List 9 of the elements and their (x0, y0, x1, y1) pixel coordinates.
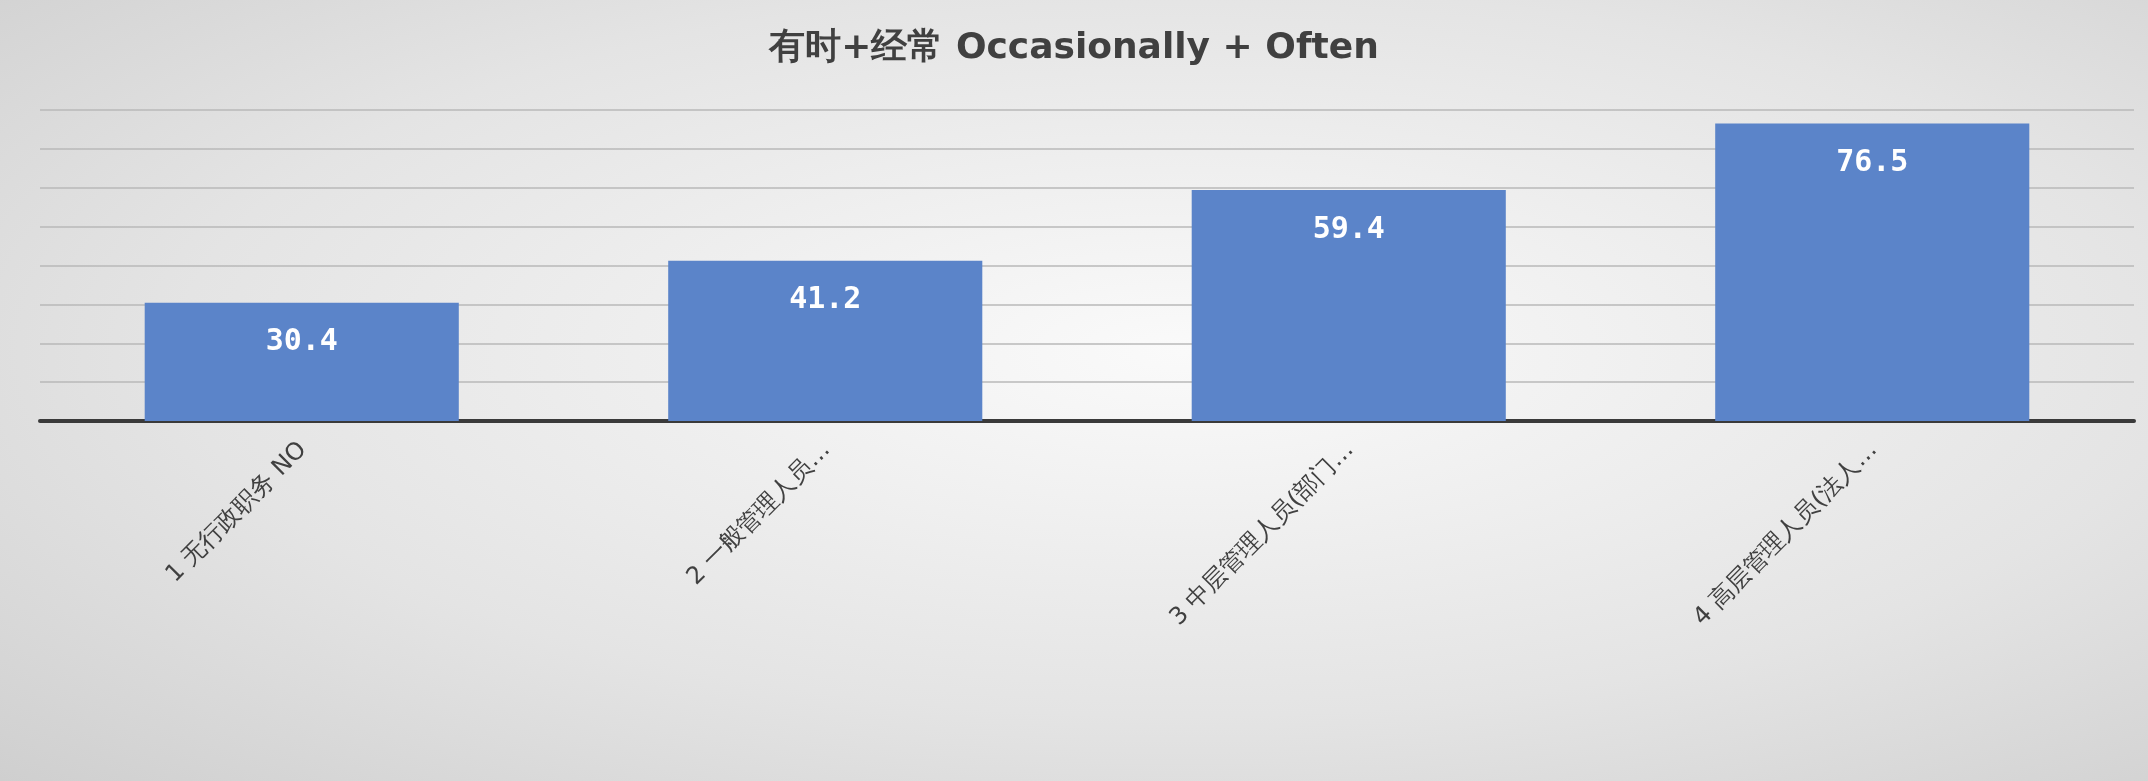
x-tick-label: 4 高层管理人员(法人… (1686, 435, 1883, 631)
x-tick-label: 1 无行政职务 NO (159, 435, 312, 588)
data-label: 41.2 (789, 280, 862, 316)
x-tick-label: 2 一般管理人员… (680, 435, 836, 590)
data-label: 59.4 (1312, 209, 1385, 245)
chart-title: 有时+经常 Occasionally + Often (768, 24, 1379, 66)
x-tick-label: 3 中层管理人员(部门… (1163, 435, 1359, 631)
data-label: 30.4 (265, 322, 338, 358)
data-label: 76.5 (1836, 143, 1909, 179)
